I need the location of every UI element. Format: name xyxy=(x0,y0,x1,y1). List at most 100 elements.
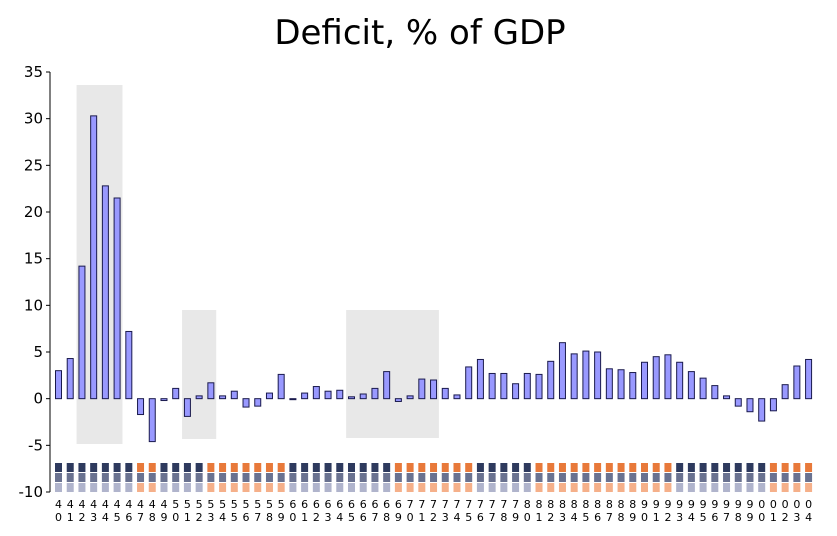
party-strip-cell xyxy=(781,473,789,482)
party-strip-cell xyxy=(406,483,414,492)
party-strip-cell xyxy=(242,463,250,472)
party-strip-cell xyxy=(769,473,777,482)
party-strip-cell xyxy=(769,463,777,472)
party-strip-cell xyxy=(312,463,320,472)
party-strip-cell xyxy=(430,473,438,482)
bar xyxy=(676,361,684,400)
party-strip-cell xyxy=(746,473,754,482)
shaded-period xyxy=(182,310,217,439)
bar xyxy=(383,371,391,400)
party-strip-cell xyxy=(371,483,379,492)
party-strip-cell xyxy=(441,483,449,492)
y-axis: 35 30 25 20 15 10 5 0 -5 -10 xyxy=(19,63,51,501)
party-strip-cell xyxy=(183,473,191,482)
party-strip-cell xyxy=(113,473,121,482)
party-strip-cell xyxy=(664,473,672,482)
party-strip-cell xyxy=(523,463,531,472)
party-strip-cell xyxy=(465,483,473,492)
party-strip-cell xyxy=(195,463,203,472)
party-strip-cell xyxy=(301,483,309,492)
party-strip-cell xyxy=(277,483,285,492)
bar xyxy=(629,372,637,400)
party-strip-cell xyxy=(254,463,262,472)
party-strip-cell xyxy=(219,463,227,472)
y-tick-label: 0 xyxy=(33,390,43,408)
party-strip-cell xyxy=(301,463,309,472)
party-strip-cell xyxy=(582,463,590,472)
party-strip-cell xyxy=(523,483,531,492)
bar xyxy=(488,372,496,400)
party-strip-cell xyxy=(664,483,672,492)
y-tick-label: -5 xyxy=(28,436,43,454)
bar xyxy=(512,383,520,400)
party-strip-cell xyxy=(558,483,566,492)
x-axis-ticks: 4 04 14 24 34 44 54 64 74 84 95 05 15 25 35 45 55 65 75 85 9… xyxy=(55,498,812,524)
bar xyxy=(195,395,203,400)
bar xyxy=(324,390,332,400)
party-strip-cell xyxy=(676,463,684,472)
party-strip-cell xyxy=(394,483,402,492)
party-strip-cell xyxy=(570,483,578,492)
party-strip-cell xyxy=(55,463,62,472)
party-strip-cell xyxy=(148,473,156,482)
bar xyxy=(523,372,531,400)
party-strip-cell xyxy=(687,463,695,472)
bar xyxy=(699,377,707,400)
party-strip-cell xyxy=(265,473,273,482)
party-strip-cell xyxy=(383,463,391,472)
party-strip-cell xyxy=(453,463,461,472)
party-strip-cell xyxy=(594,473,602,482)
party-strip-cell xyxy=(547,463,555,472)
party-strip-cell xyxy=(148,463,156,472)
y-tick-label: 5 xyxy=(33,343,43,361)
party-strip-cell xyxy=(359,463,367,472)
bar xyxy=(78,265,86,400)
party-strip-cell xyxy=(183,483,191,492)
party-strip-cell xyxy=(383,473,391,482)
party-strip-cell xyxy=(500,483,508,492)
party-strip-cell xyxy=(230,483,238,492)
party-strip-cell xyxy=(746,463,754,472)
party-strip-cell xyxy=(617,483,625,492)
party-strip-cell xyxy=(336,473,344,482)
bar xyxy=(242,398,250,408)
bar xyxy=(418,378,426,400)
bar xyxy=(582,350,590,400)
bar xyxy=(90,115,98,400)
party-strip-cell xyxy=(758,473,766,482)
y-tick-label: 20 xyxy=(24,203,43,221)
party-strip-cell xyxy=(207,473,215,482)
party-strip-cell xyxy=(90,473,98,482)
party-strip-cell xyxy=(371,473,379,482)
party-strip-cell xyxy=(500,463,508,472)
party-strip-cell xyxy=(66,483,74,492)
party-strip-cell xyxy=(558,473,566,482)
party-strip-cell xyxy=(90,483,98,492)
y-tick-label: -10 xyxy=(19,483,44,501)
party-strip-cell xyxy=(394,463,402,472)
party-strip-cell xyxy=(418,483,426,492)
party-strip-cell xyxy=(629,463,637,472)
y-tick-label: 35 xyxy=(24,63,43,81)
bar xyxy=(125,330,133,400)
